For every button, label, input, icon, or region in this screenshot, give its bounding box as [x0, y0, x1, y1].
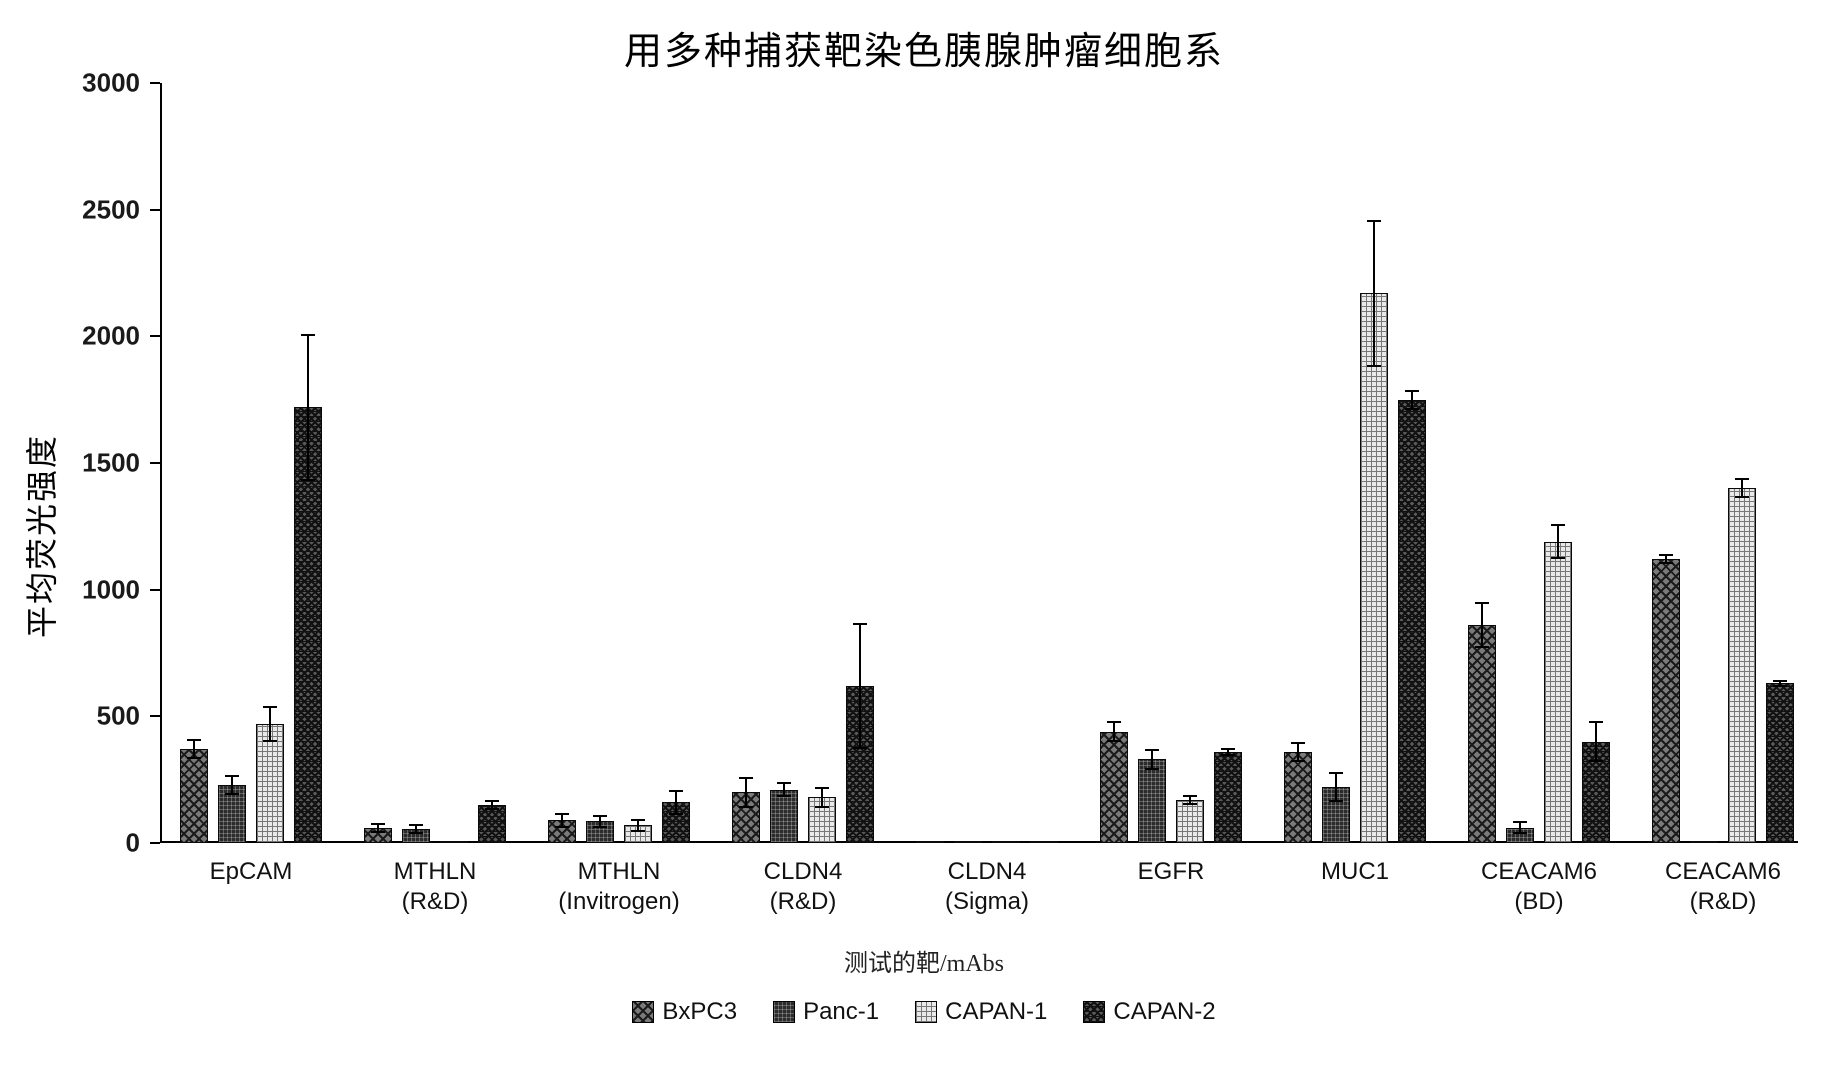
x-tick-label: CLDN4 (Sigma) [945, 843, 1029, 917]
y-tick-label: 1500 [50, 448, 140, 479]
error-bar [1741, 478, 1743, 498]
error-bar [1335, 772, 1337, 802]
bar-group: EGFR [1100, 83, 1242, 843]
bar [1652, 559, 1680, 843]
error-bar [745, 777, 747, 807]
y-tick-mark [150, 209, 160, 211]
bar-group: CEACAM6 (BD) [1468, 83, 1610, 843]
legend-label: CAPAN-2 [1113, 998, 1215, 1026]
y-tick-mark [150, 842, 160, 844]
error-bar [415, 824, 417, 834]
x-axis-label: 测试的靶/mAbs [20, 943, 1828, 978]
y-tick-mark [150, 82, 160, 84]
legend-item: BxPC3 [632, 998, 737, 1026]
legend-swatch [773, 1001, 795, 1023]
error-bar [1665, 554, 1667, 564]
bars-layer: EpCAM MTHLN (R&D) MTHLN (Invitrogen) CLDN4 … [160, 83, 1798, 843]
error-bar [1189, 795, 1191, 805]
y-tick-label: 2000 [50, 321, 140, 352]
error-bar [1481, 602, 1483, 648]
y-tick-mark [150, 715, 160, 717]
legend-label: Panc-1 [803, 998, 879, 1026]
y-tick-label: 3000 [50, 68, 140, 99]
error-bar [1151, 749, 1153, 769]
bar [1284, 752, 1312, 843]
error-bar [561, 813, 563, 828]
chart-title: 用多种捕获靶染色胰腺肿瘤细胞系 [20, 20, 1828, 75]
x-tick-label: EpCAM [210, 843, 293, 887]
bar [1214, 752, 1242, 843]
legend-item: Panc-1 [773, 998, 879, 1026]
y-tick-mark [150, 589, 160, 591]
error-bar [599, 815, 601, 828]
error-bar [1411, 390, 1413, 410]
bar [1544, 542, 1572, 843]
bar [256, 724, 284, 843]
error-bar [675, 790, 677, 815]
error-bar [307, 334, 309, 481]
y-tick-label: 1000 [50, 574, 140, 605]
bar [1030, 841, 1058, 843]
bar-group: CEACAM6 (R&D) [1652, 83, 1794, 843]
error-bar [231, 775, 233, 795]
bar [916, 841, 944, 843]
bar-group: MTHLN (Invitrogen) [548, 83, 690, 843]
y-tick-label: 500 [50, 701, 140, 732]
legend-label: CAPAN-1 [945, 998, 1047, 1026]
error-bar [1297, 742, 1299, 762]
x-tick-label: MTHLN (Invitrogen) [558, 843, 679, 917]
x-tick-label: CEACAM6 (R&D) [1665, 843, 1781, 917]
bar [1100, 732, 1128, 843]
bar [1728, 488, 1756, 843]
bar-group: EpCAM [180, 83, 322, 843]
legend-item: CAPAN-1 [915, 998, 1047, 1026]
legend-swatch [915, 1001, 937, 1023]
bar [1398, 400, 1426, 843]
bar-group: CLDN4 (R&D) [732, 83, 874, 843]
bar [478, 805, 506, 843]
error-bar [1373, 220, 1375, 367]
error-bar [1227, 748, 1229, 756]
legend: BxPC3 Panc-1 CAPAN-1 CAPAN-2 [20, 998, 1828, 1030]
x-tick-label: MUC1 [1321, 843, 1389, 887]
error-bar [783, 782, 785, 797]
legend-label: BxPC3 [662, 998, 737, 1026]
y-tick-label: 0 [50, 828, 140, 859]
bar [1360, 293, 1388, 843]
bar [1468, 625, 1496, 843]
chart-container: 用多种捕获靶染色胰腺肿瘤细胞系 平均荧光强度 05001000150020002… [20, 20, 1828, 1052]
y-axis: 050010001500200025003000 [142, 83, 160, 843]
x-tick-label: CLDN4 (R&D) [764, 843, 843, 917]
y-tick-mark [150, 462, 160, 464]
error-bar [1595, 721, 1597, 762]
bar [1766, 683, 1794, 843]
legend-swatch [1083, 1001, 1105, 1023]
bar [180, 749, 208, 843]
error-bar [193, 739, 195, 759]
bar-group: MUC1 [1284, 83, 1426, 843]
error-bar [1779, 680, 1781, 688]
bar [770, 790, 798, 843]
error-bar [821, 787, 823, 807]
error-bar [1519, 821, 1521, 834]
error-bar [269, 706, 271, 741]
x-tick-label: MTHLN (R&D) [394, 843, 477, 917]
plot-area: 050010001500200025003000 EpCAMMTHLN (R&D… [160, 83, 1798, 843]
bar [1138, 759, 1166, 843]
error-bar [491, 800, 493, 810]
legend-swatch [632, 1001, 654, 1023]
bar-group: CLDN4 (Sigma) [916, 83, 1058, 843]
error-bar [1557, 524, 1559, 559]
y-tick-mark [150, 335, 160, 337]
legend-item: CAPAN-2 [1083, 998, 1215, 1026]
x-tick-label: EGFR [1138, 843, 1205, 887]
error-bar [859, 623, 861, 750]
bar [1176, 800, 1204, 843]
error-bar [1113, 721, 1115, 741]
error-bar [637, 819, 639, 832]
x-tick-label: CEACAM6 (BD) [1481, 843, 1597, 917]
error-bar [377, 823, 379, 833]
bar-group: MTHLN (R&D) [364, 83, 506, 843]
y-tick-label: 2500 [50, 194, 140, 225]
